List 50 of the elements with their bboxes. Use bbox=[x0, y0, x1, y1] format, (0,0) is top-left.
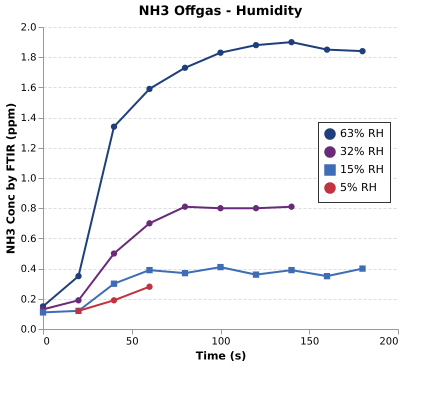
point bbox=[252, 271, 260, 278]
point bbox=[182, 204, 188, 210]
point bbox=[110, 124, 118, 130]
y-tick-label: 2.0 bbox=[20, 22, 36, 34]
point bbox=[217, 264, 224, 270]
point bbox=[182, 270, 188, 276]
legend-label: 5% RH bbox=[340, 181, 377, 194]
point bbox=[359, 48, 366, 54]
legend-label: 32% RH bbox=[340, 145, 384, 158]
legend-label: 63% RH bbox=[340, 127, 384, 140]
chart-title: NH3 Offgas - Humidity bbox=[138, 4, 303, 19]
point bbox=[75, 272, 82, 280]
y-tick-label: 0.4 bbox=[20, 264, 36, 276]
point bbox=[324, 272, 330, 280]
y-tick-label: 1.2 bbox=[20, 143, 36, 154]
point bbox=[252, 42, 260, 48]
x-axis-title: Time (s) bbox=[196, 350, 246, 362]
x-tick-label: 200 bbox=[379, 336, 398, 348]
y-tick-label: 0.2 bbox=[20, 294, 36, 306]
y-tick-label: 0.8 bbox=[20, 204, 36, 215]
y-tick-label: 0.0 bbox=[20, 324, 36, 336]
point bbox=[146, 86, 153, 92]
point bbox=[146, 220, 153, 226]
x-tick-label: 0 bbox=[44, 336, 50, 348]
point bbox=[110, 297, 118, 304]
x-tick-label: 50 bbox=[126, 336, 139, 348]
point bbox=[288, 38, 295, 46]
y-tick-label: 1.8 bbox=[20, 52, 36, 64]
point bbox=[217, 205, 224, 212]
y-tick-label: 0.6 bbox=[20, 234, 36, 245]
point bbox=[110, 280, 118, 287]
point bbox=[217, 50, 224, 56]
x-tick-label: 150 bbox=[300, 336, 320, 348]
x-tick-label: 100 bbox=[211, 336, 231, 348]
point bbox=[359, 265, 366, 272]
point bbox=[182, 64, 188, 71]
y-axis-title: NH3 Conc by FTIR (ppm) bbox=[4, 102, 18, 254]
point bbox=[252, 205, 260, 212]
point bbox=[146, 266, 153, 274]
y-tick-label: 1.4 bbox=[20, 113, 36, 124]
point bbox=[324, 46, 330, 53]
point bbox=[40, 309, 46, 316]
legend-label: 15% RH bbox=[340, 163, 384, 176]
y-tick-label: 1.0 bbox=[20, 174, 36, 184]
point bbox=[110, 250, 118, 257]
point bbox=[146, 284, 153, 290]
point bbox=[288, 204, 295, 210]
point bbox=[288, 266, 295, 274]
y-tick-label: 1.6 bbox=[20, 82, 36, 94]
point bbox=[75, 297, 82, 304]
